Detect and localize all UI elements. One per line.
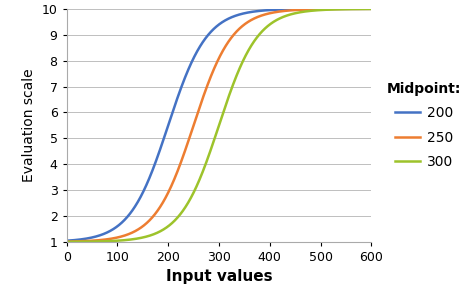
Line: 200: 200 [67, 9, 371, 241]
300 [212, 136, 218, 140]
300 [368, 7, 374, 11]
200 [359, 7, 365, 11]
200 [304, 7, 309, 11]
250 [64, 240, 69, 243]
300 [79, 240, 85, 243]
Line: 250: 250 [67, 9, 371, 242]
Y-axis label: Evaluation scale: Evaluation scale [22, 68, 36, 182]
250 [79, 240, 85, 243]
200 [204, 35, 209, 39]
200 [79, 237, 85, 241]
200 [368, 7, 374, 11]
250 [204, 86, 209, 89]
250 [212, 65, 218, 69]
250 [359, 7, 365, 11]
200 [359, 7, 365, 11]
300 [359, 7, 365, 11]
250 [359, 7, 365, 11]
Line: 300: 300 [67, 9, 371, 242]
Legend: 200, 250, 300: 200, 250, 300 [381, 76, 467, 175]
200 [64, 239, 69, 242]
300 [64, 240, 69, 244]
250 [304, 8, 309, 11]
300 [304, 9, 309, 13]
300 [204, 160, 209, 163]
200 [212, 26, 218, 30]
300 [359, 7, 365, 11]
250 [368, 7, 374, 11]
X-axis label: Input values: Input values [166, 270, 272, 284]
